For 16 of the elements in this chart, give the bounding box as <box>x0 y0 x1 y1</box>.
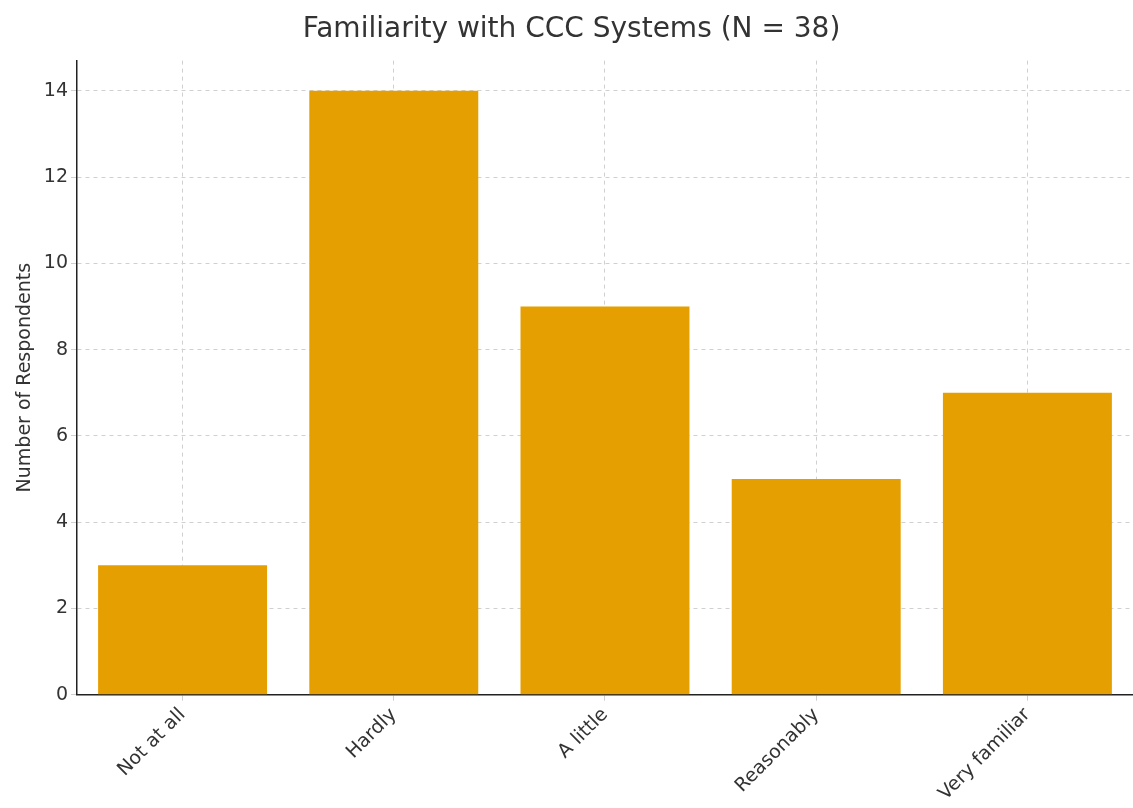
chart-title: Familiarity with CCC Systems (N = 38) <box>302 11 841 45</box>
y-axis-title: Number of Respondents <box>12 262 35 493</box>
y-tick-label: 6 <box>55 422 68 445</box>
y-tick-label: 14 <box>43 77 68 100</box>
y-tick-label: 2 <box>55 595 68 618</box>
bar <box>942 392 1112 695</box>
bar <box>520 306 690 695</box>
y-tick-label: 12 <box>43 164 68 187</box>
bar <box>731 479 901 695</box>
bar <box>309 90 479 695</box>
bar <box>98 565 268 695</box>
y-tick-label: 4 <box>55 509 68 532</box>
y-tick-label: 8 <box>55 336 68 359</box>
x-tick-label: Not at all <box>112 702 189 780</box>
y-tick-label: 0 <box>55 681 68 704</box>
y-tick-label: 10 <box>43 250 68 273</box>
